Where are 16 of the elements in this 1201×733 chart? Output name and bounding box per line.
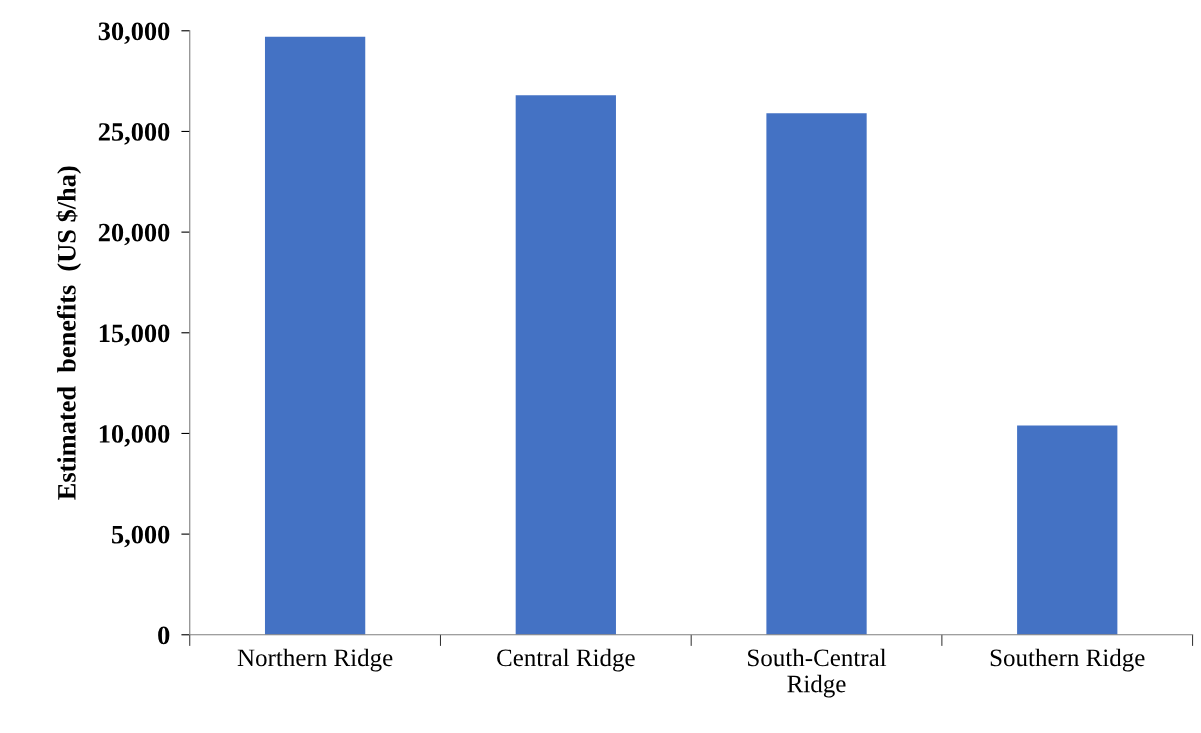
- bar: [766, 113, 867, 635]
- y-tick-label: 0: [158, 626, 170, 645]
- y-tick-label: 15,000: [99, 324, 170, 347]
- y-axis-title: Estimated benefits (US $/ha): [56, 166, 82, 500]
- x-tick-label: Southern Ridge: [990, 648, 1145, 672]
- x-tick-label: South-Central Ridge: [748, 648, 887, 698]
- y-tick-label: 5,000: [111, 525, 170, 548]
- y-tick-label: 30,000: [98, 22, 170, 45]
- x-tick-label: Central Ridge: [497, 648, 635, 672]
- y-tick-label: 20,000: [98, 223, 170, 246]
- y-tick-label: 25,000: [98, 123, 170, 145]
- y-tick-label: 10,000: [99, 425, 170, 447]
- x-tick-label: Northern Ridge: [237, 648, 393, 672]
- bar: [264, 36, 366, 635]
- bar: [515, 95, 616, 635]
- bar: [1017, 425, 1118, 635]
